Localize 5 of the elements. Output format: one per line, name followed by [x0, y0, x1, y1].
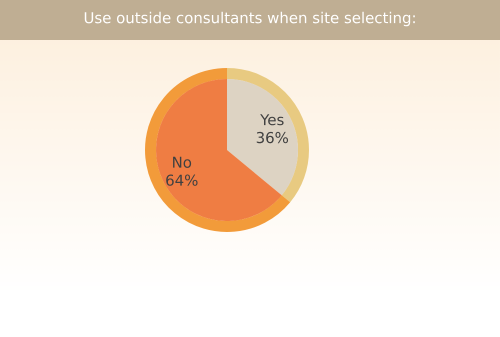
chart-title: Use outside consultants when site selecting: — [84, 12, 415, 26]
slice-label: Yes — [260, 114, 284, 126]
data-label: 36% — [256, 132, 288, 144]
data-label: 64% — [166, 174, 198, 186]
slice-label: No — [173, 156, 192, 168]
